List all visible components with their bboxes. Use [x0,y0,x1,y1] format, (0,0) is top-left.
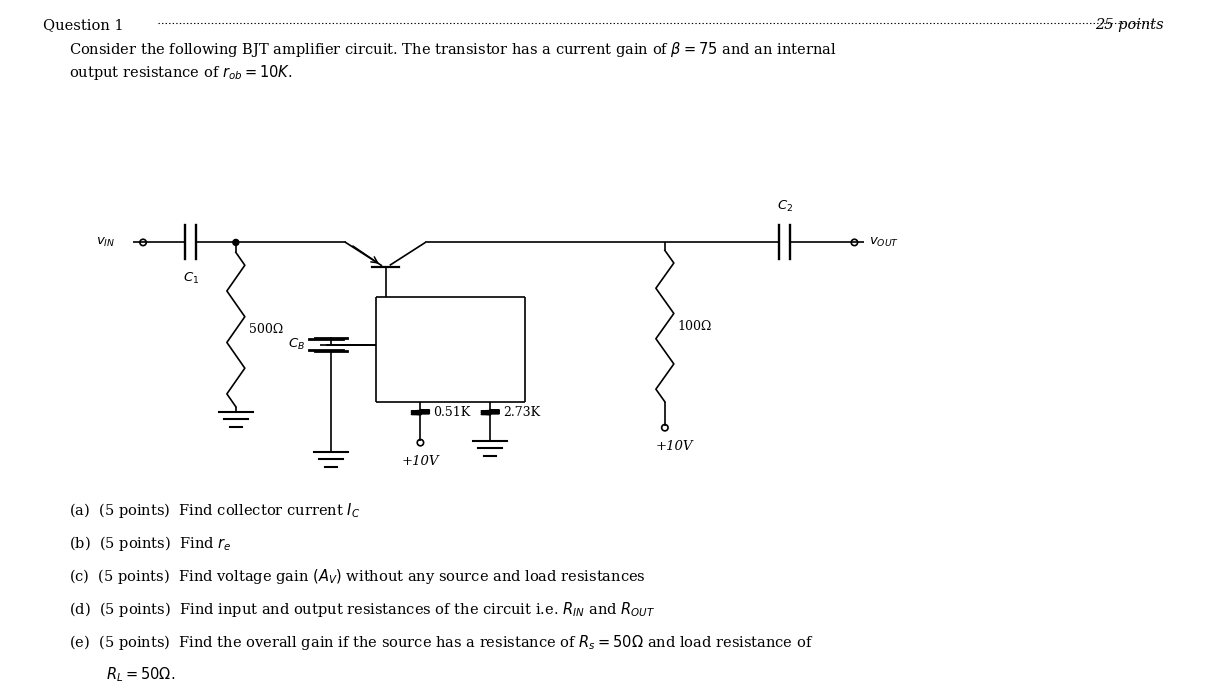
Circle shape [233,240,239,245]
Text: $R_L = 50\Omega.$: $R_L = 50\Omega.$ [106,666,175,684]
Text: (c)  (5 points)  Find voltage gain $(A_V)$ without any source and load resistanc: (c) (5 points) Find voltage gain $(A_V)$… [69,567,646,586]
Text: $C_1$: $C_1$ [182,271,199,286]
Text: 0.51K: 0.51K [434,406,471,419]
Text: output resistance of $r_{ob} = 10K$.: output resistance of $r_{ob} = 10K$. [69,63,294,82]
Text: (b)  (5 points)  Find $r_e$: (b) (5 points) Find $r_e$ [69,535,232,553]
Text: +10V: +10V [656,440,693,452]
Text: (d)  (5 points)  Find input and output resistances of the circuit i.e. $R_{IN}$ : (d) (5 points) Find input and output res… [69,600,655,619]
Text: $v_{IN}$: $v_{IN}$ [95,236,115,249]
Text: +10V: +10V [402,454,440,468]
Text: Consider the following BJT amplifier circuit. The transistor has a current gain : Consider the following BJT amplifier cir… [69,40,837,59]
Text: $C_2$: $C_2$ [777,199,792,213]
Text: (a)  (5 points)  Find collector current $I_C$: (a) (5 points) Find collector current $I… [69,501,360,521]
Text: Question 1: Question 1 [43,18,124,32]
Text: (e)  (5 points)  Find the overall gain if the source has a resistance of $R_s = : (e) (5 points) Find the overall gain if … [69,633,813,652]
Text: 500Ω: 500Ω [249,323,283,336]
Text: 25 points: 25 points [1096,18,1163,32]
Text: 2.73K: 2.73K [504,406,540,419]
Text: $v_{OUT}$: $v_{OUT}$ [870,236,900,249]
Text: $C_B$: $C_B$ [288,337,304,352]
Text: 100Ω: 100Ω [678,320,713,332]
